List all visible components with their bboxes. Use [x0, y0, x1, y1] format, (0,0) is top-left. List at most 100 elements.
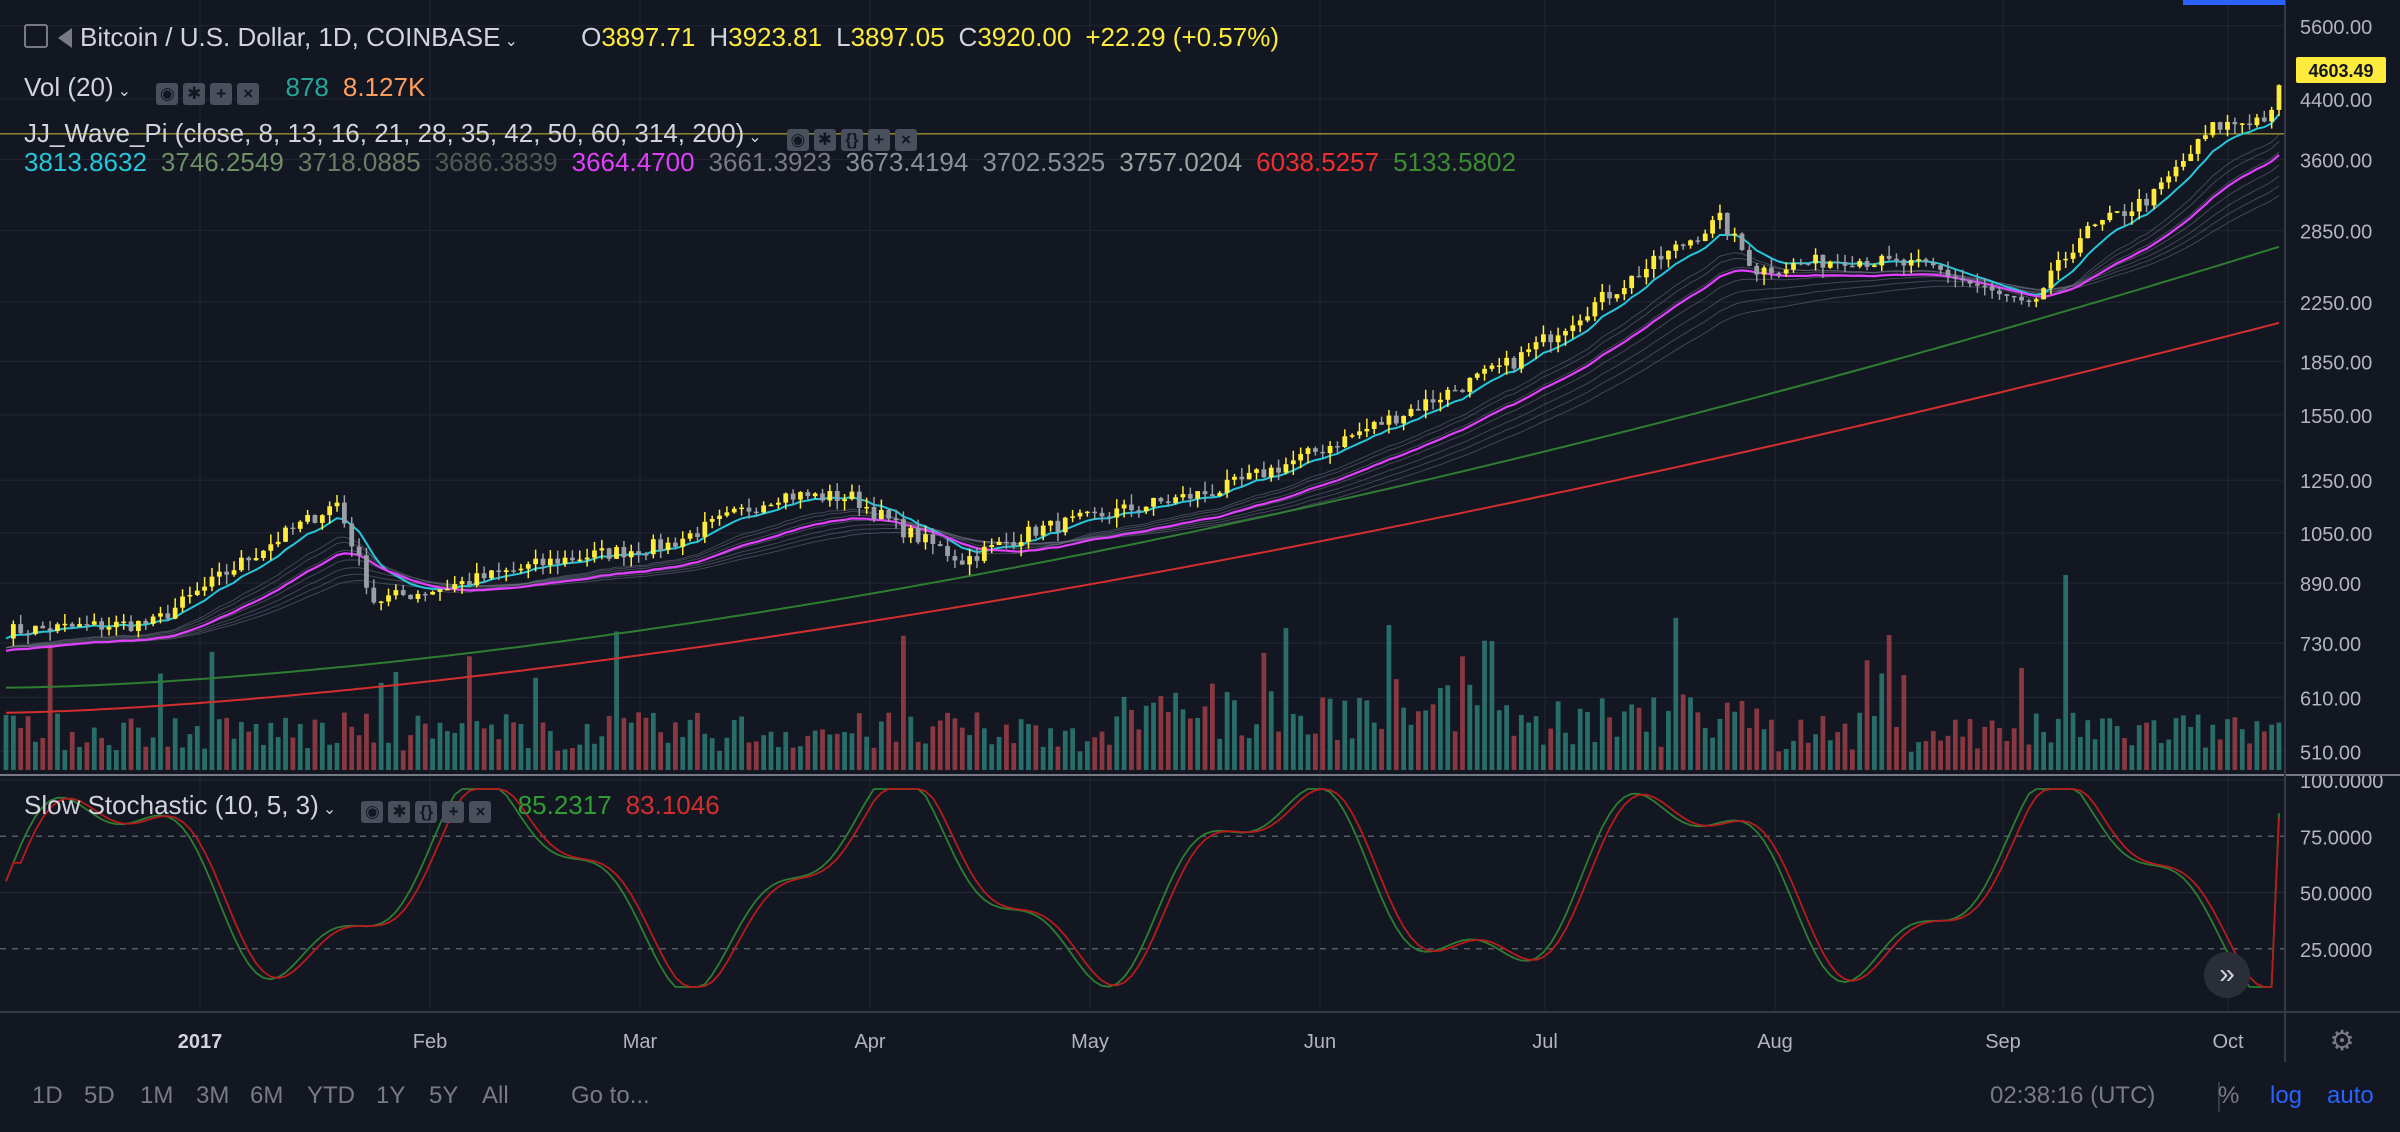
percent-scale-button[interactable]: % [2218, 1082, 2240, 1109]
volume-bar [2136, 725, 2142, 770]
candle-body [165, 613, 171, 619]
candle-body [25, 633, 31, 635]
plus-icon[interactable]: + [867, 129, 890, 151]
candle-body [2225, 121, 2230, 130]
volume-bar [1666, 711, 1671, 770]
volume-bar [1165, 711, 1171, 770]
candle-body [2055, 259, 2061, 271]
gear-icon[interactable]: ✱ [183, 83, 206, 105]
candle-body [974, 556, 980, 561]
volume-bar [91, 727, 97, 770]
eye-icon[interactable]: ◉ [361, 801, 384, 823]
volume-label[interactable]: Vol (20) [24, 72, 114, 102]
volume-bar [224, 717, 230, 770]
timeframe-all[interactable]: All [482, 1082, 509, 1109]
candle-body [1489, 365, 1495, 369]
plus-icon[interactable]: + [442, 801, 465, 823]
candle-body [1526, 349, 1532, 353]
volume-bar [2048, 742, 2054, 770]
stochastic-pane [5, 788, 2280, 988]
eye-icon[interactable]: ◉ [786, 129, 809, 151]
candle-body [33, 625, 38, 635]
volume-bar [1232, 700, 1237, 770]
auto-scale-button[interactable]: auto [2327, 1082, 2374, 1109]
candle-body [761, 505, 767, 513]
candle-body [91, 621, 97, 625]
candle-body [2210, 122, 2216, 136]
scroll-to-latest-button[interactable]: » [2204, 952, 2250, 998]
candle-body [842, 499, 847, 502]
volume-bar [1011, 743, 1017, 770]
candle-body [680, 538, 686, 547]
chevron-down-icon[interactable]: ⌄ [504, 33, 518, 50]
braces-icon[interactable]: {} [840, 129, 863, 151]
timeframe-1y[interactable]: 1Y [376, 1082, 406, 1109]
candle-body [1975, 283, 1980, 286]
plus-icon[interactable]: + [210, 83, 233, 105]
volume-bar [268, 722, 274, 770]
candle-body [1960, 278, 1966, 281]
candle-body [952, 556, 958, 561]
candle-body [621, 547, 627, 558]
jjwave-label[interactable]: JJ_Wave_Pi (close, 8, 13, 16, 21, 28, 35… [24, 118, 745, 148]
candle-body [422, 593, 428, 596]
volume-bar [1827, 740, 1833, 770]
volume-bar [562, 749, 568, 770]
volume-bar [511, 722, 516, 770]
eye-icon[interactable]: ◉ [156, 83, 179, 105]
volume-bar [643, 717, 649, 770]
volume-bar [1114, 716, 1120, 770]
close-icon[interactable]: × [469, 801, 492, 823]
volume-bar [2180, 715, 2186, 770]
candle-body [783, 493, 789, 503]
volume-bar [908, 716, 914, 770]
volume-bar [1151, 702, 1156, 770]
timeframe-1m[interactable]: 1M [140, 1082, 174, 1109]
volume-bar [1761, 729, 1767, 770]
close-icon[interactable]: × [237, 83, 260, 105]
volume-bar [3, 714, 9, 770]
volume-bar [1107, 744, 1112, 770]
candle-body [275, 541, 281, 545]
braces-icon[interactable]: {} [415, 801, 438, 823]
timeframe-5y[interactable]: 5Y [429, 1082, 459, 1109]
ma-line [5, 151, 2280, 649]
candle-body [378, 601, 384, 604]
volume-bar [430, 738, 436, 770]
gear-icon[interactable]: ✱ [388, 801, 411, 823]
price-axis-label: 730.00 [2300, 634, 2361, 656]
goto-button[interactable]: Go to... [571, 1082, 650, 1109]
utc-clock[interactable]: 02:38:16 (UTC) [1990, 1082, 2156, 1109]
candle-body [1644, 269, 1649, 278]
log-scale-button[interactable]: log [2270, 1082, 2303, 1109]
timeframe-6m[interactable]: 6M [250, 1082, 284, 1109]
candle-body [1180, 494, 1186, 498]
chevron-down-icon[interactable]: ⌄ [748, 129, 762, 146]
candle-body [1173, 497, 1178, 503]
volume-bar [1864, 660, 1870, 770]
candle-body [570, 557, 575, 561]
symbol-title[interactable]: Bitcoin / U.S. Dollar, 1D, COINBASE [80, 22, 501, 52]
volume-bar [658, 732, 664, 770]
timeframe-3m[interactable]: 3M [196, 1082, 230, 1109]
collapse-icon[interactable] [24, 24, 48, 48]
chevron-down-icon[interactable]: ⌄ [322, 801, 337, 818]
volume-bar [231, 738, 237, 770]
timeframe-ytd[interactable]: YTD [307, 1082, 355, 1109]
candle-body [1607, 292, 1612, 299]
gear-icon[interactable]: ✱ [813, 129, 836, 151]
chart-canvas[interactable]: 5600.00 4400.00 3600.00 2850.00 2250.00 1850.… [0, 0, 2400, 1062]
volume-bar [1548, 728, 1554, 770]
timeframe-1d[interactable]: 1D [32, 1082, 63, 1109]
close-icon[interactable]: × [894, 129, 917, 151]
chevron-down-icon[interactable]: ⌄ [117, 83, 132, 100]
timeframe-5d[interactable]: 5D [84, 1082, 115, 1109]
stoch-label[interactable]: Slow Stochastic (10, 5, 3) [24, 790, 319, 820]
volume-bar [1202, 706, 1208, 770]
volume-bar [981, 728, 987, 770]
volume-bar [1945, 735, 1951, 770]
candle-body [790, 493, 796, 500]
volume-bar [2269, 724, 2275, 770]
candle-body [99, 621, 105, 630]
candle-body [1599, 292, 1605, 303]
